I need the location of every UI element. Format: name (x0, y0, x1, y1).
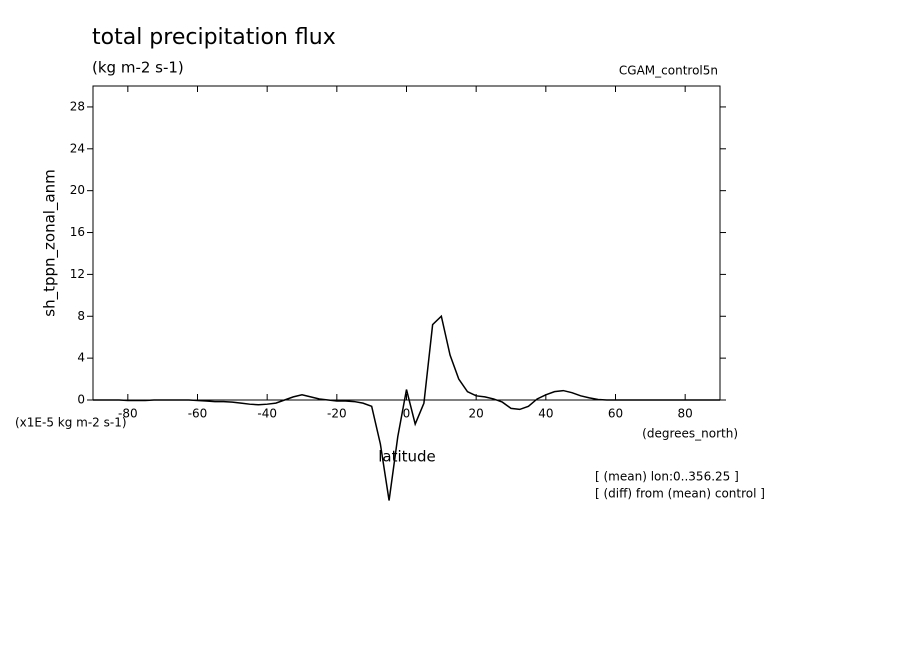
x-tick-label: 20 (469, 407, 484, 421)
note: [ (diff) from (mean) control ] (595, 487, 765, 501)
x-tick-label: -40 (257, 407, 277, 421)
x-tick-label: -60 (188, 407, 208, 421)
y-tick-label: 24 (70, 141, 85, 155)
x-tick-label: 80 (678, 407, 693, 421)
dataset-label: CGAM_control5n (619, 64, 718, 78)
y-tick-label: 0 (77, 393, 85, 407)
y-tick-label: 20 (70, 183, 85, 197)
x-tick-label: -20 (327, 407, 347, 421)
y-tick-label: 8 (77, 309, 85, 323)
x-tick-label: 40 (538, 407, 553, 421)
chart-subtitle: (kg m-2 s-1) (92, 59, 184, 77)
x-axis-label: latitude (378, 448, 436, 466)
y-tick-label: 28 (70, 99, 85, 113)
y-axis-label: sh_tppn_zonal_anm (41, 169, 60, 316)
x-tick-label: -80 (118, 407, 138, 421)
chart-title: total precipitation flux (92, 25, 336, 50)
y-tick-label: 16 (70, 225, 85, 239)
x-units: (degrees_north) (642, 427, 738, 441)
y-tick-label: 12 (70, 267, 85, 281)
y-tick-label: 4 (77, 351, 85, 365)
x-tick-label: 60 (608, 407, 623, 421)
note: [ (mean) lon:0..356.25 ] (595, 470, 739, 484)
plot-frame (92, 85, 721, 401)
data-line (93, 314, 720, 501)
x-tick-label: 0 (403, 407, 411, 421)
y-units: (x1E-5 kg m-2 s-1) (15, 416, 127, 430)
